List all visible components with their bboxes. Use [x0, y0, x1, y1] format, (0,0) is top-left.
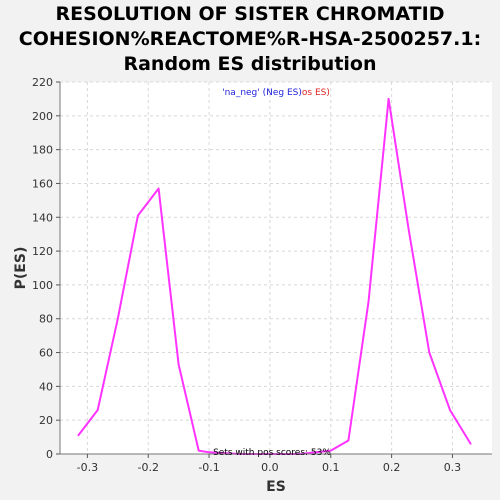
data-point: [469, 443, 472, 445]
data-point: [428, 351, 431, 354]
data-point: [137, 214, 139, 217]
x-tick-label: 0.0: [261, 461, 279, 474]
axes: [59, 82, 492, 455]
data-point: [387, 98, 390, 100]
y-tick-label: 40: [39, 380, 53, 393]
x-ticks: -0.3 -0.2 -0.1 0.0 0.1 0.2 0.3: [77, 454, 462, 474]
data-point: [407, 228, 410, 230]
data-point: [329, 449, 332, 452]
y-tick-label: 0: [46, 448, 53, 461]
title-line-1: RESOLUTION OF SISTER CHROMATID: [55, 3, 445, 25]
data-point: [157, 187, 160, 190]
y-tick-label: 220: [32, 76, 53, 89]
y-ticks: 0 20 40 60 80 100 120 140 160 180 200 220: [32, 76, 60, 461]
data-point: [77, 434, 80, 437]
data-point: [449, 409, 451, 411]
y-tick-label: 200: [32, 110, 53, 123]
x-axis-label: ES: [266, 479, 286, 495]
data-point: [197, 449, 200, 452]
data-point: [117, 317, 119, 320]
title-line-2: COHESION%REACTOME%R-HSA-2500257.1:: [18, 28, 482, 50]
data-point: [367, 301, 370, 303]
y-tick-label: 160: [32, 177, 53, 190]
y-axis-label: P(ES): [13, 247, 29, 290]
chart-title: RESOLUTION OF SISTER CHROMATID COHESION%…: [0, 2, 500, 77]
y-tick-label: 80: [39, 313, 53, 326]
legend-prefix: 'na_neg' (: [222, 88, 266, 98]
data-point: [177, 363, 180, 366]
x-tick-label: -0.1: [198, 461, 219, 474]
x-tick-label: 0.2: [383, 461, 401, 474]
data-point: [208, 451, 210, 454]
title-line-3: Random ES distribution: [123, 53, 377, 75]
x-tick-label: -0.2: [137, 461, 158, 474]
x-tick-label: -0.3: [77, 461, 98, 474]
pos-scores-annotation: Sets with pos scores: 53%: [213, 448, 331, 458]
x-tick-label: 0.3: [444, 461, 462, 474]
y-tick-label: 60: [39, 347, 53, 360]
legend: 'na_neg' (Neg ES)os ES): [222, 88, 330, 98]
data-point: [347, 439, 350, 442]
legend-neg-label: Neg ES: [266, 88, 299, 98]
x-tick-label: 0.1: [322, 461, 340, 474]
data-point: [96, 409, 99, 411]
legend-pos-label: os ES): [302, 88, 330, 98]
legend-middle: ): [298, 88, 302, 98]
y-tick-label: 100: [32, 279, 53, 292]
y-tick-label: 180: [32, 144, 53, 157]
plot-area: [60, 82, 492, 454]
y-tick-label: 120: [32, 245, 53, 258]
y-tick-label: 140: [32, 211, 53, 224]
y-tick-label: 20: [39, 414, 53, 427]
